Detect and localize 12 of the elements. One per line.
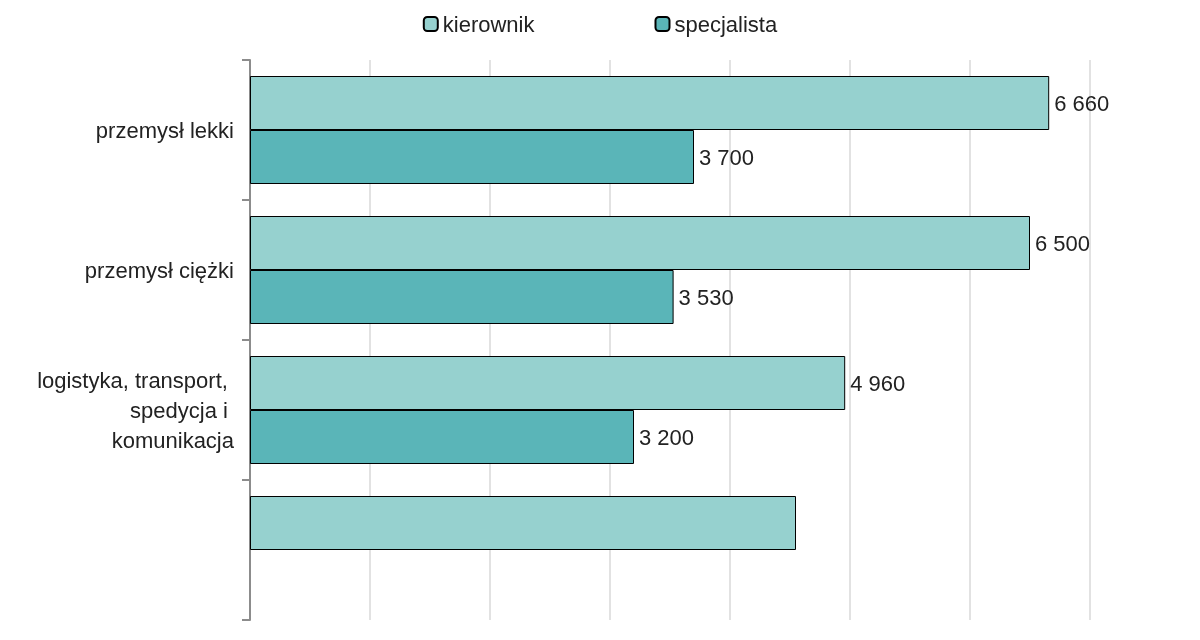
legend-label: specjalista	[674, 11, 778, 37]
data-label: 3 700	[699, 144, 755, 170]
data-label: 6 660	[1054, 90, 1110, 116]
y-tick-label: logistyka, transport, spedycja i komunikacja	[37, 367, 235, 453]
y-tick-label: przemysł lekki	[95, 117, 234, 143]
y-tick-label: przemysł ciężki	[84, 257, 234, 283]
data-label: 4 960	[850, 370, 906, 396]
data-label: 6 500	[1035, 230, 1091, 256]
data-label: 3 530	[678, 284, 734, 310]
legend-label: kierownik	[442, 11, 536, 37]
bar	[250, 496, 796, 550]
data-label: 3 200	[639, 424, 695, 450]
